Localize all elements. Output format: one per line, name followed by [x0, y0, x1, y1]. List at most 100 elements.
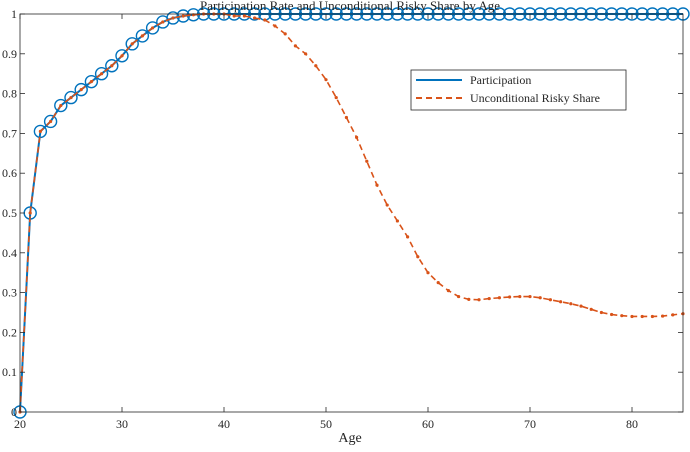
risky-share-point — [610, 312, 614, 317]
risky-share-point — [548, 298, 553, 302]
risky-share-point — [49, 119, 53, 124]
legend: Participation Unconditional Risky Share — [410, 69, 627, 111]
risky-share-point — [559, 300, 563, 304]
risky-share-point — [436, 281, 440, 285]
y-tick-label: 0.1 — [2, 365, 17, 379]
risky-share-point — [171, 16, 175, 20]
risky-share-point — [69, 95, 73, 100]
risky-share-point — [630, 314, 634, 319]
risky-share-point — [446, 289, 450, 293]
legend-label-risky-share: Unconditional Risky Share — [470, 91, 600, 105]
y-tick-label: 0.8 — [2, 87, 17, 101]
risky-share-point — [334, 95, 338, 100]
risky-share-point — [579, 304, 583, 308]
legend-label-participation: Participation — [470, 73, 531, 87]
risky-share-line — [19, 13, 684, 413]
risky-share-point — [79, 88, 83, 92]
risky-share-point — [293, 44, 297, 48]
participation-point — [145, 21, 160, 35]
risky-share-point — [406, 235, 410, 239]
x-tick-label: 50 — [320, 417, 332, 431]
axes — [19, 13, 684, 413]
y-tick-label: 0.4 — [2, 246, 17, 260]
y-tick-label: 0.2 — [2, 325, 17, 339]
x-tick-label: 40 — [218, 417, 230, 431]
y-tick-label: 1 — [11, 7, 17, 21]
risky-share-point — [661, 314, 665, 318]
x-tick-label: 30 — [116, 417, 128, 431]
risky-share-point — [518, 294, 522, 299]
risky-share-point — [538, 296, 542, 300]
risky-share-point — [569, 302, 573, 306]
risky-share-point — [620, 314, 624, 318]
risky-share-point — [181, 14, 185, 18]
risky-share-point — [508, 295, 512, 299]
participation-point — [135, 29, 150, 43]
risky-share-point — [130, 42, 134, 46]
x-tick-label: 70 — [524, 417, 536, 431]
risky-share-point — [140, 34, 144, 38]
risky-share-point — [28, 211, 32, 215]
risky-share-point — [120, 54, 124, 58]
participation-point — [64, 90, 78, 105]
risky-share-point — [671, 313, 675, 317]
risky-share-point — [528, 294, 532, 299]
x-tick-label: 20 — [14, 417, 26, 431]
risky-share-point — [253, 16, 257, 20]
y-tick-label: 0.5 — [2, 206, 17, 220]
risky-share-point — [344, 115, 348, 120]
y-tick-label: 0.6 — [2, 166, 17, 180]
x-tick-label: 60 — [422, 417, 434, 431]
risky-share-point — [650, 314, 655, 319]
risky-share-point — [457, 294, 461, 299]
chart-title: Participation Rate and Unconditional Ris… — [200, 0, 500, 13]
risky-share-point — [304, 52, 308, 56]
risky-share-point — [100, 72, 104, 76]
risky-share-point — [161, 20, 165, 24]
tick-labels: 20 30 40 50 60 70 80 0 0.1 0.2 0.3 0.4 0.5 0.6 0.7 0.8 0… — [2, 7, 638, 431]
risky-share-point — [110, 64, 114, 68]
risky-share-point — [89, 80, 93, 84]
legend-box — [410, 69, 627, 111]
risky-share-point — [375, 183, 379, 187]
risky-share-point — [263, 18, 267, 22]
x-tick-label: 80 — [626, 417, 638, 431]
risky-share-point — [232, 14, 236, 18]
risky-share-point — [599, 310, 604, 315]
risky-share-point — [497, 296, 501, 300]
series-layer — [13, 7, 690, 419]
participation-point — [54, 98, 68, 113]
participation-point — [125, 37, 139, 51]
risky-share-point — [365, 159, 369, 163]
risky-share-point — [324, 78, 328, 82]
risky-share-point — [385, 203, 389, 207]
risky-share-point — [355, 135, 359, 139]
participation-point — [166, 11, 180, 25]
risky-share-point — [467, 297, 471, 301]
risky-share-point — [314, 64, 318, 68]
risky-share-point — [242, 14, 246, 18]
risky-share-point — [273, 24, 277, 28]
risky-share-point — [589, 307, 593, 311]
y-tick-label: 0 — [11, 405, 17, 419]
risky-share-point — [59, 103, 63, 108]
risky-share-point — [640, 314, 644, 319]
risky-share-point — [283, 32, 287, 36]
risky-share-point — [477, 298, 481, 302]
participation-point — [115, 49, 129, 63]
participation-point — [94, 66, 109, 81]
risky-share-point — [416, 255, 420, 259]
x-axis-title: Age — [338, 431, 361, 446]
participation-point — [43, 114, 58, 129]
risky-share-point — [426, 271, 430, 275]
y-tick-label: 0.3 — [2, 286, 17, 300]
risky-share-point — [38, 129, 43, 134]
y-tick-label: 0.7 — [2, 126, 17, 140]
risky-share-point — [395, 219, 399, 223]
participation-point — [105, 59, 119, 73]
participation-point — [84, 74, 99, 89]
participation-point — [74, 82, 88, 97]
y-tick-label: 0.9 — [2, 47, 17, 61]
